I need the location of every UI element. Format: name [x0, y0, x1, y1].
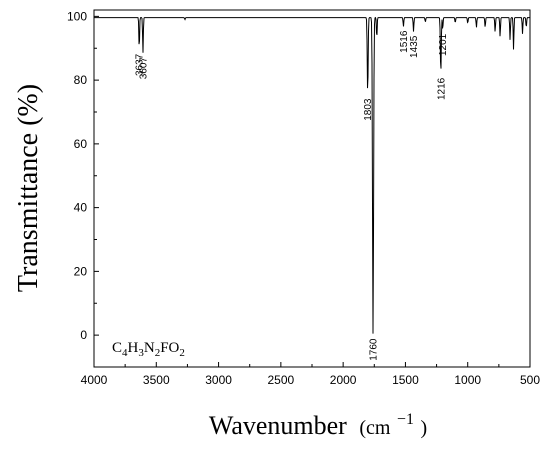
formula-subscript: 4 [122, 347, 128, 359]
x-axis-unit-close: ) [420, 417, 427, 439]
formula-element: FO [160, 340, 179, 356]
y-tick-label: 60 [74, 137, 88, 151]
peak-label: 1516 [399, 30, 410, 53]
formula-element: C [112, 340, 122, 356]
x-axis-unit-exponent: −1 [397, 411, 414, 428]
y-tick-label: 20 [74, 264, 88, 278]
formula-element: N [144, 340, 155, 356]
x-tick-label: 2500 [268, 373, 295, 387]
x-axis-title: Wavenumber (cm −1 ) [209, 401, 427, 440]
y-tick-label: 100 [67, 9, 87, 23]
y-tick-label: 80 [74, 73, 88, 87]
x-axis-title-main: Wavenumber [209, 411, 347, 440]
formula-subscript: 2 [155, 347, 161, 359]
x-axis-unit-open: (cm [359, 417, 391, 439]
x-tick-label: 3000 [205, 373, 232, 387]
peak-label: 1216 [436, 77, 447, 100]
x-axis-ticks: 4000 3500 3000 2500 2000 1500 1000 500 [81, 362, 540, 387]
peak-label: 1803 [363, 98, 374, 121]
x-tick-label: 4000 [81, 373, 108, 387]
y-axis-title: Transmittance (%) [13, 84, 44, 292]
peak-label: 3607 [139, 57, 150, 80]
y-axis-ticks: 0 20 40 60 80 100 [67, 9, 99, 342]
y-tick-label: 0 [80, 328, 87, 342]
y-tick-label: 40 [74, 201, 88, 215]
peak-label: 1760 [369, 338, 380, 361]
formula-element: H [128, 340, 139, 356]
x-tick-label: 1000 [454, 373, 481, 387]
peak-label: 3637 [135, 53, 146, 76]
peak-label: 1435 [409, 35, 420, 58]
spectrum-line [94, 16, 530, 334]
formula-subscript: 2 [179, 347, 185, 359]
x-tick-label: 3500 [143, 373, 170, 387]
x-tick-label: 1500 [392, 373, 419, 387]
plot-frame [93, 9, 531, 368]
compound-formula: C4H3N2FO2 [112, 340, 185, 359]
peak-label: 1201 [438, 33, 449, 56]
x-tick-label: 2000 [330, 373, 357, 387]
formula-subscript: 3 [138, 347, 144, 359]
x-tick-label: 500 [520, 373, 540, 387]
